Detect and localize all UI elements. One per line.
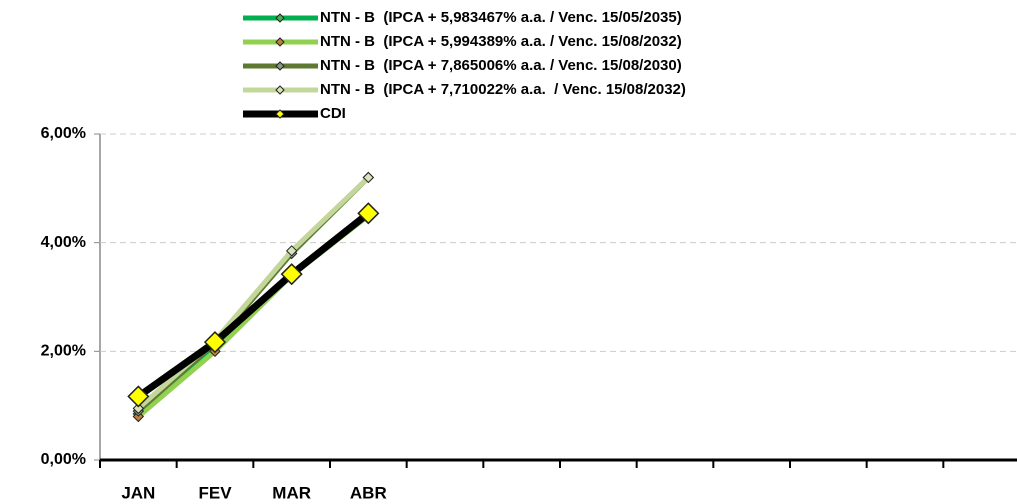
data-point bbox=[203, 331, 227, 354]
x-tick-label: MAR bbox=[272, 483, 311, 502]
data-point bbox=[362, 171, 375, 184]
legend-label: NTN - B (IPCA + 5,994389% a.a. / Venc. 1… bbox=[320, 33, 682, 50]
legend-label: NTN - B (IPCA + 7,710022% a.a. / Venc. 1… bbox=[320, 81, 686, 98]
y-tick-label: 4,00% bbox=[41, 234, 86, 251]
legend-marker bbox=[275, 13, 285, 23]
y-tick-label: 0,00% bbox=[41, 451, 86, 468]
y-tick-label: 6,00% bbox=[41, 125, 86, 142]
data-point bbox=[127, 385, 150, 408]
legend-label: NTN - B (IPCA + 7,865006% a.a. / Venc. 1… bbox=[320, 57, 682, 74]
y-tick-label: 2,00% bbox=[41, 343, 86, 360]
x-tick-label: ABR bbox=[350, 483, 387, 502]
legend-marker bbox=[275, 61, 285, 71]
x-tick-label: JAN bbox=[121, 483, 155, 502]
data-point bbox=[280, 263, 303, 286]
series-line bbox=[136, 210, 371, 400]
data-point bbox=[285, 245, 298, 257]
series-line bbox=[136, 175, 371, 411]
legend-label: NTN - B (IPCA + 5,983467% a.a. / Venc. 1… bbox=[320, 9, 682, 26]
legend-marker bbox=[275, 85, 285, 95]
data-point bbox=[132, 402, 145, 415]
legend-marker bbox=[275, 109, 285, 119]
x-tick-label: FEV bbox=[198, 483, 232, 502]
legend-marker bbox=[275, 37, 285, 47]
legend-label: CDI bbox=[320, 105, 346, 122]
series-line bbox=[136, 213, 370, 419]
data-point bbox=[357, 202, 380, 225]
